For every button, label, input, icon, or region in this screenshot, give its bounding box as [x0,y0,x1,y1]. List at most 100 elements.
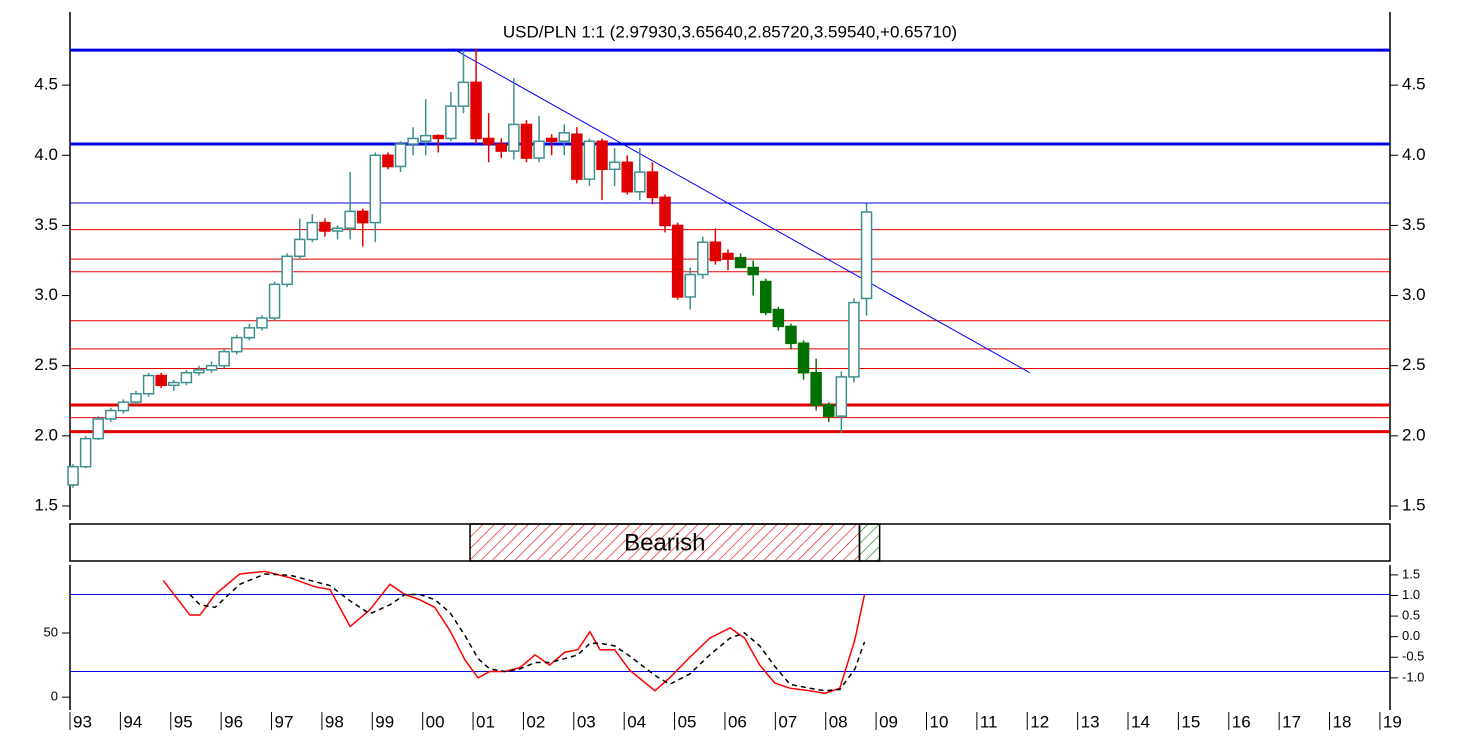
y-tick-label: 2.0 [34,425,58,444]
candle-body [608,161,621,171]
y-tick-label: 3.5 [1402,215,1426,234]
x-tick-label: 94 [123,712,142,731]
y-tick-label: 1.5 [34,495,58,514]
candle-body [684,273,696,298]
regime-band [858,523,881,562]
y-tick-label: 4.0 [1402,145,1426,164]
x-tick-label: 96 [224,712,243,731]
candle-body [268,283,281,319]
candle-body [419,134,432,142]
y2-tick-label: 1.0 [1402,587,1420,602]
y-tick-label: 3.0 [34,285,58,304]
candle-body [92,418,104,440]
x-tick-label: 93 [73,712,92,731]
candle-body [596,140,608,171]
candle-body [709,241,722,262]
y2-tick-label: -0.5 [1402,649,1424,664]
candle-body [231,336,243,353]
candle-body [747,266,759,276]
x-tick-label: 17 [1282,712,1301,731]
candle-body [193,369,205,374]
y-tick-label: 1.5 [1402,495,1426,514]
x-tick-label: 16 [1232,712,1251,731]
candle-body [331,227,344,232]
candle-body [621,161,633,193]
x-tick-label: 14 [1131,712,1150,731]
candle-body [306,221,319,241]
candle-body [860,211,873,300]
x-tick-label: 99 [375,712,394,731]
y-tick-label: 2.0 [1402,425,1426,444]
y2-tick-label: 0.0 [1402,628,1420,643]
y2-tick-label: -1.0 [1402,669,1424,684]
candle-body [344,210,356,229]
y2-tick-label: 1.5 [1402,566,1420,581]
x-tick-label: 18 [1333,712,1352,731]
candle-body [432,134,445,140]
candle-body [243,327,256,339]
candle-body [356,210,369,224]
candle-body [697,241,709,276]
candle-body [734,256,747,269]
x-tick-label: 09 [879,712,898,731]
x-tick-label: 06 [728,712,747,731]
x-tick-label: 10 [929,712,948,731]
candle-body [155,374,167,387]
candle-body [142,374,155,395]
candle-body [482,137,495,145]
x-tick-label: 04 [627,712,646,731]
oscillator-line [162,570,866,695]
x-tick-label: 95 [174,712,193,731]
oscillator-line [189,573,866,692]
candle-body [646,171,659,199]
candle-body [205,364,218,371]
candle-body [495,143,508,152]
candle-body [293,238,306,258]
candle-body [659,196,671,227]
y-tick-label: 50 [44,624,58,639]
regime-label: Bearish [624,529,705,556]
candle-body [810,371,822,406]
y-tick-label: 4.5 [34,75,58,94]
candle-body [382,154,394,168]
candle-body [319,221,331,232]
candle-body [407,137,419,145]
candle-body [218,350,230,367]
y-tick-label: 4.0 [34,145,58,164]
y-tick-label: 0 [51,689,58,704]
candle-body [130,393,142,403]
candle-body [835,376,848,417]
candle-body [180,371,193,384]
chart-title: USD/PLN 1:1 (2.97930,3.65640,2.85720,3.5… [503,22,957,41]
candle-body [470,81,482,140]
x-tick-label: 07 [778,712,797,731]
x-tick-label: 05 [678,712,697,731]
candle-body [105,409,117,420]
x-tick-label: 01 [476,712,495,731]
candle-body [520,123,533,159]
candle-body [785,325,797,344]
candle-body [545,137,558,142]
candle-body [394,143,407,168]
x-tick-label: 12 [1030,712,1049,731]
candle-body [583,140,596,180]
candle-body [117,401,130,412]
candle-body [634,171,646,193]
candle-body [571,133,583,180]
trend-line [452,48,1031,374]
candle-body [772,308,785,328]
candle-body [67,465,79,486]
candle-body [369,154,382,224]
candle-body [848,301,860,378]
x-tick-label: 97 [275,712,294,731]
y-tick-label: 2.5 [34,355,58,374]
candle-body [508,123,520,152]
candle-body [533,140,545,159]
x-tick-label: 19 [1383,712,1402,731]
y-tick-label: 2.5 [1402,355,1426,374]
candle-body [558,132,570,142]
candle-body [168,381,180,387]
candle-body [797,342,810,374]
x-tick-label: 03 [577,712,596,731]
